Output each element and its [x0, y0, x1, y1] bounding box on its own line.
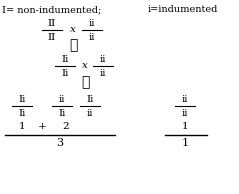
Text: 1: 1 — [19, 122, 25, 131]
Text: x: x — [82, 61, 88, 70]
Text: 2: 2 — [63, 122, 69, 131]
Text: ii: ii — [182, 108, 188, 118]
Text: Ii: Ii — [18, 94, 26, 104]
Text: 1: 1 — [181, 138, 189, 148]
Text: Ii: Ii — [61, 55, 69, 63]
Text: i=indumented: i=indumented — [148, 5, 218, 14]
Text: x: x — [70, 25, 76, 35]
Text: 1: 1 — [182, 122, 188, 131]
Text: ii: ii — [59, 94, 65, 104]
Text: II: II — [48, 33, 56, 42]
Text: I= non-indumented;: I= non-indumented; — [2, 5, 101, 14]
Text: ⋮: ⋮ — [69, 38, 77, 52]
Text: ⋮: ⋮ — [81, 75, 89, 89]
Text: ii: ii — [89, 33, 95, 42]
Text: ii: ii — [182, 94, 188, 104]
Text: Ii: Ii — [61, 68, 69, 77]
Text: ii: ii — [89, 18, 95, 28]
Text: Ii: Ii — [58, 108, 66, 118]
Text: ii: ii — [100, 68, 106, 77]
Text: Ii: Ii — [86, 94, 94, 104]
Text: II: II — [48, 18, 56, 28]
Text: +: + — [38, 122, 46, 131]
Text: Ii: Ii — [18, 108, 26, 118]
Text: ii: ii — [87, 108, 93, 118]
Text: 3: 3 — [56, 138, 64, 148]
Text: ii: ii — [100, 55, 106, 63]
